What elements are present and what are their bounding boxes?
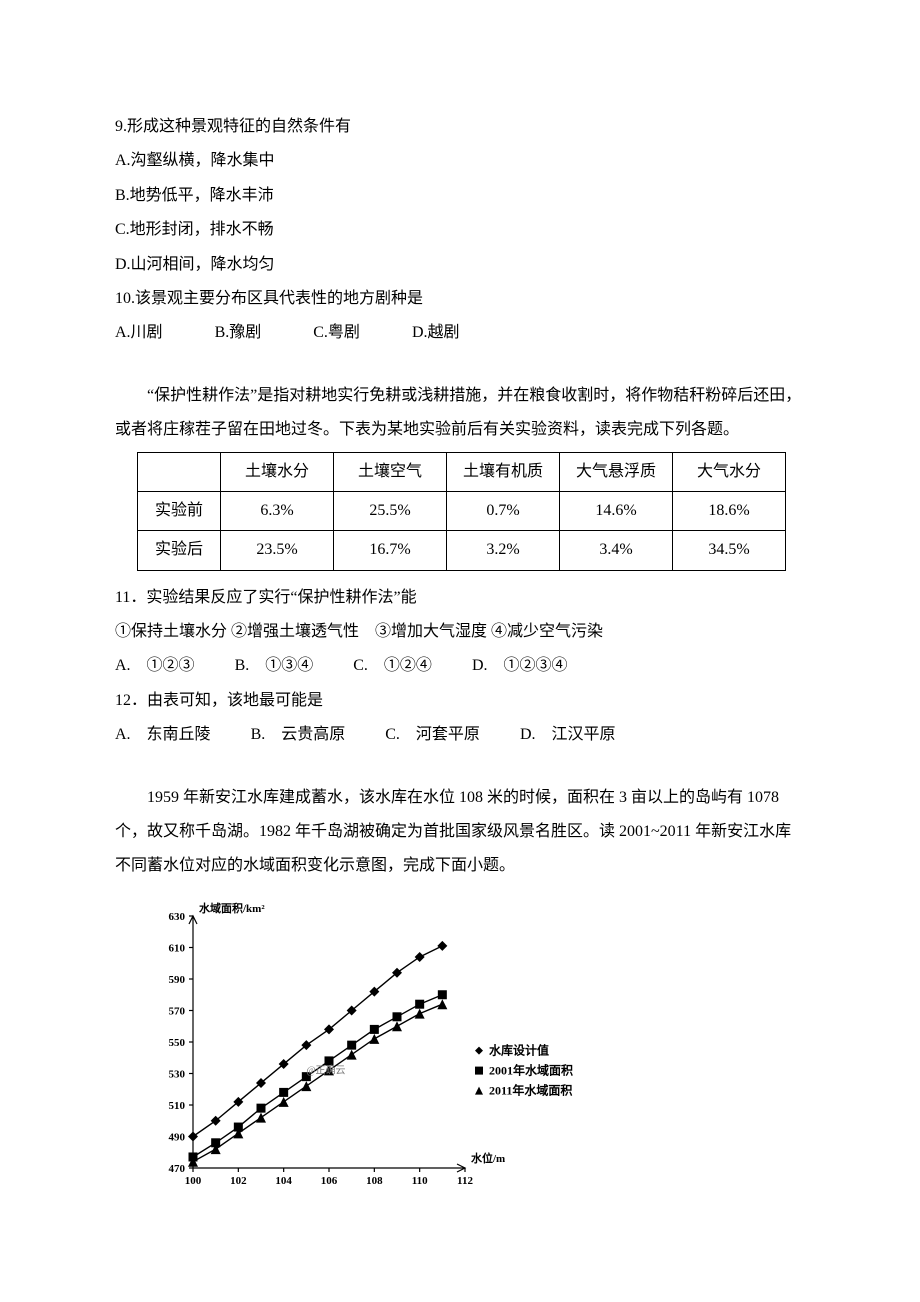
svg-text:100: 100 xyxy=(185,1175,202,1187)
q11-opt-d: D. ①②③④ xyxy=(472,649,568,683)
svg-text:490: 490 xyxy=(169,1131,186,1143)
svg-text:水库设计值: 水库设计值 xyxy=(489,1042,549,1057)
q9-stem: 9.形成这种景观特征的自然条件有 xyxy=(115,110,805,144)
row2-c3: 3.2% xyxy=(447,531,560,570)
svg-text:2001年水域面积: 2001年水域面积 xyxy=(489,1062,573,1077)
q9-opt-d: D.山河相间，降水均匀 xyxy=(115,248,805,282)
svg-text:590: 590 xyxy=(169,974,186,986)
th-col3: 土壤有机质 xyxy=(447,452,560,491)
q12-options: A. 东南丘陵 B. 云贵高原 C. 河套平原 D. 江汉平原 xyxy=(115,718,805,752)
svg-text:630: 630 xyxy=(169,911,186,923)
svg-text:110: 110 xyxy=(412,1175,428,1187)
q10-options: A.川剧 B.豫剧 C.粤剧 D.越剧 xyxy=(115,316,805,350)
svg-text:112: 112 xyxy=(457,1175,473,1187)
row2-c4: 3.4% xyxy=(560,531,673,570)
row1-c5: 18.6% xyxy=(673,491,786,530)
q12-opt-b: B. 云贵高原 xyxy=(251,718,346,752)
q12-opt-a: A. 东南丘陵 xyxy=(115,718,211,752)
svg-text:106: 106 xyxy=(321,1175,338,1187)
row1-c3: 0.7% xyxy=(447,491,560,530)
q11-opt-b: B. ①③④ xyxy=(235,649,314,683)
experiment-table: 土壤水分 土壤空气 土壤有机质 大气悬浮质 大气水分 实验前 6.3% 25.5… xyxy=(137,452,786,571)
passage-2: 1959 年新安江水库建成蓄水，该水库在水位 108 米的时候，面积在 3 亩以… xyxy=(115,781,805,884)
svg-text:水域面积/km²: 水域面积/km² xyxy=(199,901,265,915)
q12-opt-d: D. 江汉平原 xyxy=(520,718,616,752)
q11-opt-a: A. ①②③ xyxy=(115,649,195,683)
row2-c5: 34.5% xyxy=(673,531,786,570)
row2-label: 实验后 xyxy=(138,531,221,570)
svg-text:510: 510 xyxy=(169,1100,186,1112)
row1-c1: 6.3% xyxy=(221,491,334,530)
th-col5: 大气水分 xyxy=(673,452,786,491)
q12-stem: 12．由表可知，该地最可能是 xyxy=(115,684,805,718)
svg-text:610: 610 xyxy=(169,942,186,954)
q11-opt-c: C. ①②④ xyxy=(353,649,432,683)
table-row: 实验前 6.3% 25.5% 0.7% 14.6% 18.6% xyxy=(138,491,786,530)
q9-opt-b: B.地势低平，降水丰沛 xyxy=(115,179,805,213)
row2-c1: 23.5% xyxy=(221,531,334,570)
q12-opt-c: C. 河套平原 xyxy=(385,718,480,752)
svg-text:水位/m: 水位/m xyxy=(471,1151,505,1165)
svg-text:550: 550 xyxy=(169,1037,186,1049)
q10-opt-c: C.粤剧 xyxy=(313,316,360,350)
q10-opt-a: A.川剧 xyxy=(115,316,163,350)
row1-label: 实验前 xyxy=(138,491,221,530)
passage-1: “保护性耕作法”是指对耕地实行免耕或浅耕措施，并在粮食收割时，将作物秸秆粉碎后还… xyxy=(115,379,805,448)
th-blank xyxy=(138,452,221,491)
q10-opt-d: D.越剧 xyxy=(412,316,460,350)
th-col2: 土壤空气 xyxy=(334,452,447,491)
chart-svg: 470 490 510 530 550 570 590 610 630 100 102 104 106 1… xyxy=(145,898,615,1198)
row1-c4: 14.6% xyxy=(560,491,673,530)
exam-page: 9.形成这种景观特征的自然条件有 A.沟壑纵横，降水集中 B.地势低平，降水丰沛… xyxy=(0,0,920,1238)
th-col4: 大气悬浮质 xyxy=(560,452,673,491)
svg-text:104: 104 xyxy=(275,1175,292,1187)
q10-opt-b: B.豫剧 xyxy=(215,316,262,350)
svg-text:108: 108 xyxy=(366,1175,383,1187)
table-row: 实验后 23.5% 16.7% 3.2% 3.4% 34.5% xyxy=(138,531,786,570)
svg-text:530: 530 xyxy=(169,1068,186,1080)
q9-opt-a: A.沟壑纵横，降水集中 xyxy=(115,144,805,178)
q11-options: A. ①②③ B. ①③④ C. ①②④ D. ①②③④ xyxy=(115,649,805,683)
table-header-row: 土壤水分 土壤空气 土壤有机质 大气悬浮质 大气水分 xyxy=(138,452,786,491)
q10-stem: 10.该景观主要分布区具代表性的地方剧种是 xyxy=(115,282,805,316)
q11-sub: ①保持土壤水分 ②增强土壤透气性 ③增加大气湿度 ④减少空气污染 xyxy=(115,615,805,649)
q9-opt-c: C.地形封闭，排水不畅 xyxy=(115,213,805,247)
reservoir-chart: 470 490 510 530 550 570 590 610 630 100 102 104 106 1… xyxy=(145,898,805,1198)
th-col1: 土壤水分 xyxy=(221,452,334,491)
svg-text:@正确云: @正确云 xyxy=(306,1063,345,1076)
svg-text:470: 470 xyxy=(169,1163,186,1175)
svg-text:2011年水域面积: 2011年水域面积 xyxy=(489,1082,572,1097)
svg-text:102: 102 xyxy=(230,1175,247,1187)
svg-text:570: 570 xyxy=(169,1005,186,1017)
row1-c2: 25.5% xyxy=(334,491,447,530)
q11-stem: 11．实验结果反应了实行“保护性耕作法”能 xyxy=(115,581,805,615)
row2-c2: 16.7% xyxy=(334,531,447,570)
